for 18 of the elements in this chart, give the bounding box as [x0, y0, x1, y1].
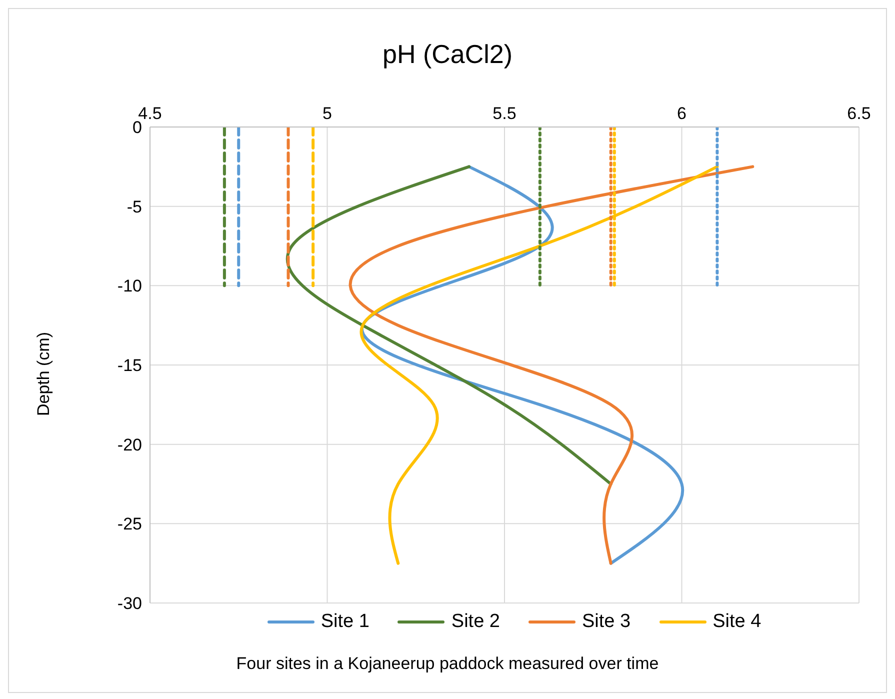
- y-tick-label: -15: [117, 356, 142, 376]
- legend-label: Site 4: [712, 611, 762, 633]
- text: Four sites in a Kojaneerup paddock measured over time: [235, 654, 660, 674]
- legend-label: Site 1: [320, 611, 370, 633]
- x-tick-label: 5.5: [492, 104, 516, 123]
- legend-label: Site 2: [451, 611, 500, 633]
- y-tick-label: -5: [126, 197, 142, 216]
- y-tick-label: -20: [117, 435, 142, 454]
- x-axis-title: pH (CaCl2): [381, 39, 514, 70]
- y-axis-title: Depth (cm): [34, 332, 54, 416]
- y-tick-label: -10: [117, 276, 142, 296]
- x-tick-label: 6.5: [847, 104, 871, 123]
- legend-label: Site 3: [582, 611, 631, 633]
- y-tick-label: -25: [117, 514, 142, 534]
- x-tick-label: 5: [322, 104, 332, 123]
- x-tick-label: 6: [677, 104, 686, 123]
- y-tick-label: -30: [117, 594, 142, 614]
- y-tick-label: 0: [132, 118, 142, 138]
